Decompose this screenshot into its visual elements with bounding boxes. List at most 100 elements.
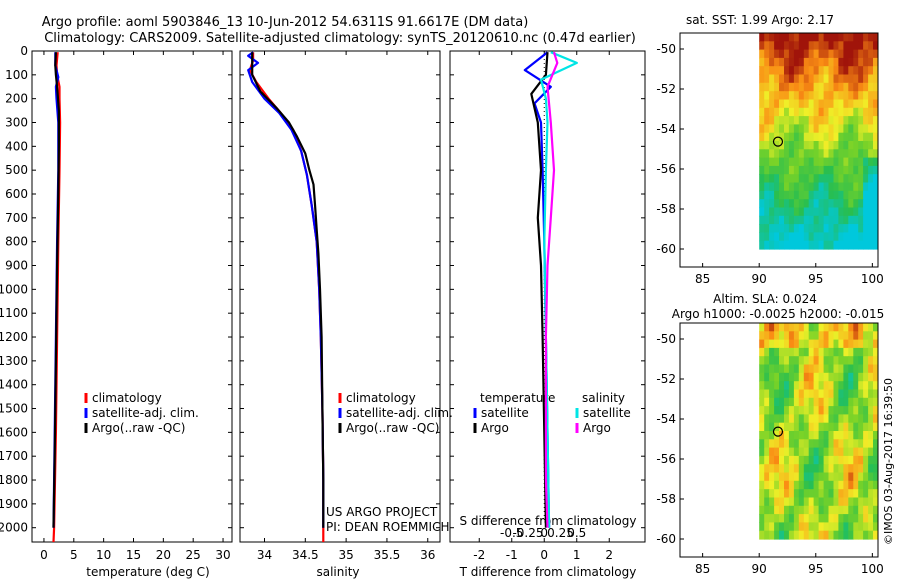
heatmap-cell <box>868 132 874 142</box>
heatmap-cell <box>863 99 869 109</box>
heatmap-cell <box>788 199 795 209</box>
heatmap-cell <box>828 530 834 540</box>
heatmap-cell <box>833 116 839 125</box>
heatmap-cell <box>828 165 834 175</box>
y-tick-label: 1400 <box>0 378 28 392</box>
heatmap-cell <box>838 224 844 233</box>
heatmap-cell <box>793 82 800 92</box>
heatmap-cell <box>774 472 780 482</box>
heatmap-cell <box>779 232 785 242</box>
heatmap-cell <box>788 41 795 51</box>
heatmap-cell <box>764 157 770 167</box>
heatmap-cell <box>764 99 770 109</box>
heatmap-cell <box>808 74 815 84</box>
heatmap-cell <box>803 497 810 507</box>
heatmap-cell <box>759 49 765 59</box>
heatmap-cell <box>858 124 864 134</box>
heatmap-cell <box>858 364 864 374</box>
heatmap-cell <box>803 364 810 374</box>
x-tick-label: 35 <box>338 548 353 562</box>
heatmap-cell <box>788 157 795 167</box>
heatmap-cell <box>774 74 780 84</box>
heatmap-cell <box>803 240 810 250</box>
heatmap-cell <box>818 174 825 184</box>
y-tick-label: 900 <box>5 259 28 273</box>
heatmap-cell <box>868 372 874 382</box>
heatmap-cell <box>784 397 790 407</box>
heatmap-cell <box>863 497 869 507</box>
heatmap-cell <box>868 464 874 474</box>
heatmap-cell <box>858 464 864 474</box>
heatmap-cell <box>813 530 820 540</box>
heatmap-cell <box>838 41 844 51</box>
heatmap-cell <box>858 224 864 233</box>
heatmap-cell <box>793 389 800 399</box>
heatmap-cell <box>784 199 790 209</box>
y-tick-label: 1000 <box>0 282 28 296</box>
heatmap-cell <box>764 149 770 159</box>
x-tick-label: 95 <box>808 562 823 576</box>
heatmap-cell <box>868 57 874 67</box>
heatmap-cell <box>858 207 864 217</box>
heatmap-cell <box>774 199 780 209</box>
heatmap-cell <box>863 331 869 341</box>
heatmap-cell <box>808 480 815 490</box>
y-tick-label: -52 <box>656 372 676 386</box>
heatmap-cell <box>858 356 864 366</box>
y-tick-label: 1700 <box>0 449 28 463</box>
heatmap-cell <box>863 397 869 407</box>
heatmap-cell <box>868 480 874 490</box>
heatmap-cell <box>868 74 874 84</box>
heatmap-cell <box>828 149 834 159</box>
heatmap-cell <box>774 157 780 167</box>
difference-legend-temperature-label: satellite <box>481 406 529 420</box>
heatmap-cell <box>863 91 869 101</box>
heatmap-cell <box>823 66 830 76</box>
heatmap-cell <box>798 116 805 125</box>
y-tick-label: -60 <box>656 242 676 256</box>
heatmap-cell <box>818 91 825 101</box>
heatmap-cell <box>808 116 815 125</box>
heatmap-cell <box>873 381 879 391</box>
heatmap-cell <box>853 331 859 341</box>
heatmap-cell <box>793 431 800 440</box>
heatmap-cell <box>788 165 795 175</box>
heatmap-cell <box>833 99 839 109</box>
heatmap-cell <box>793 356 800 366</box>
heatmap-cell <box>863 232 869 242</box>
heatmap-cell <box>764 82 770 92</box>
heatmap-cell <box>784 497 790 507</box>
heatmap-cell <box>793 91 800 101</box>
heatmap-cell <box>759 480 765 490</box>
heatmap-cell <box>843 455 849 465</box>
heatmap-cell <box>868 414 874 424</box>
sla-map-panel: Altim. SLA: 0.024 Argo h1000: -0.0025 h2… <box>672 292 885 321</box>
heatmap-cell <box>828 414 834 424</box>
y-tick-label: 0 <box>20 44 28 58</box>
heatmap-cell <box>838 489 844 499</box>
heatmap-cell <box>813 141 820 150</box>
heatmap-cell <box>759 364 765 374</box>
heatmap-cell <box>823 207 830 217</box>
heatmap-cell <box>784 107 790 117</box>
heatmap-cell <box>779 174 785 184</box>
x-top-tick-label: 0.25 <box>547 526 574 540</box>
y-tick-label: 800 <box>5 235 28 249</box>
heatmap-cell <box>803 323 810 332</box>
heatmap-cell <box>798 66 805 76</box>
heatmap-cell <box>808 397 815 407</box>
heatmap-cell <box>848 372 854 382</box>
heatmap-cell <box>769 232 775 242</box>
heatmap-cell <box>813 431 820 440</box>
heatmap-cell <box>803 215 810 225</box>
heatmap-cell <box>833 91 839 101</box>
heatmap-cell <box>808 381 815 391</box>
heatmap-cell <box>833 215 839 225</box>
heatmap-cell <box>803 74 810 84</box>
heatmap-cell <box>838 99 844 109</box>
heatmap-cell <box>858 165 864 175</box>
heatmap-cell <box>848 141 854 150</box>
heatmap-cell <box>848 174 854 184</box>
heatmap-cell <box>808 505 815 515</box>
heatmap-cell <box>873 165 879 175</box>
